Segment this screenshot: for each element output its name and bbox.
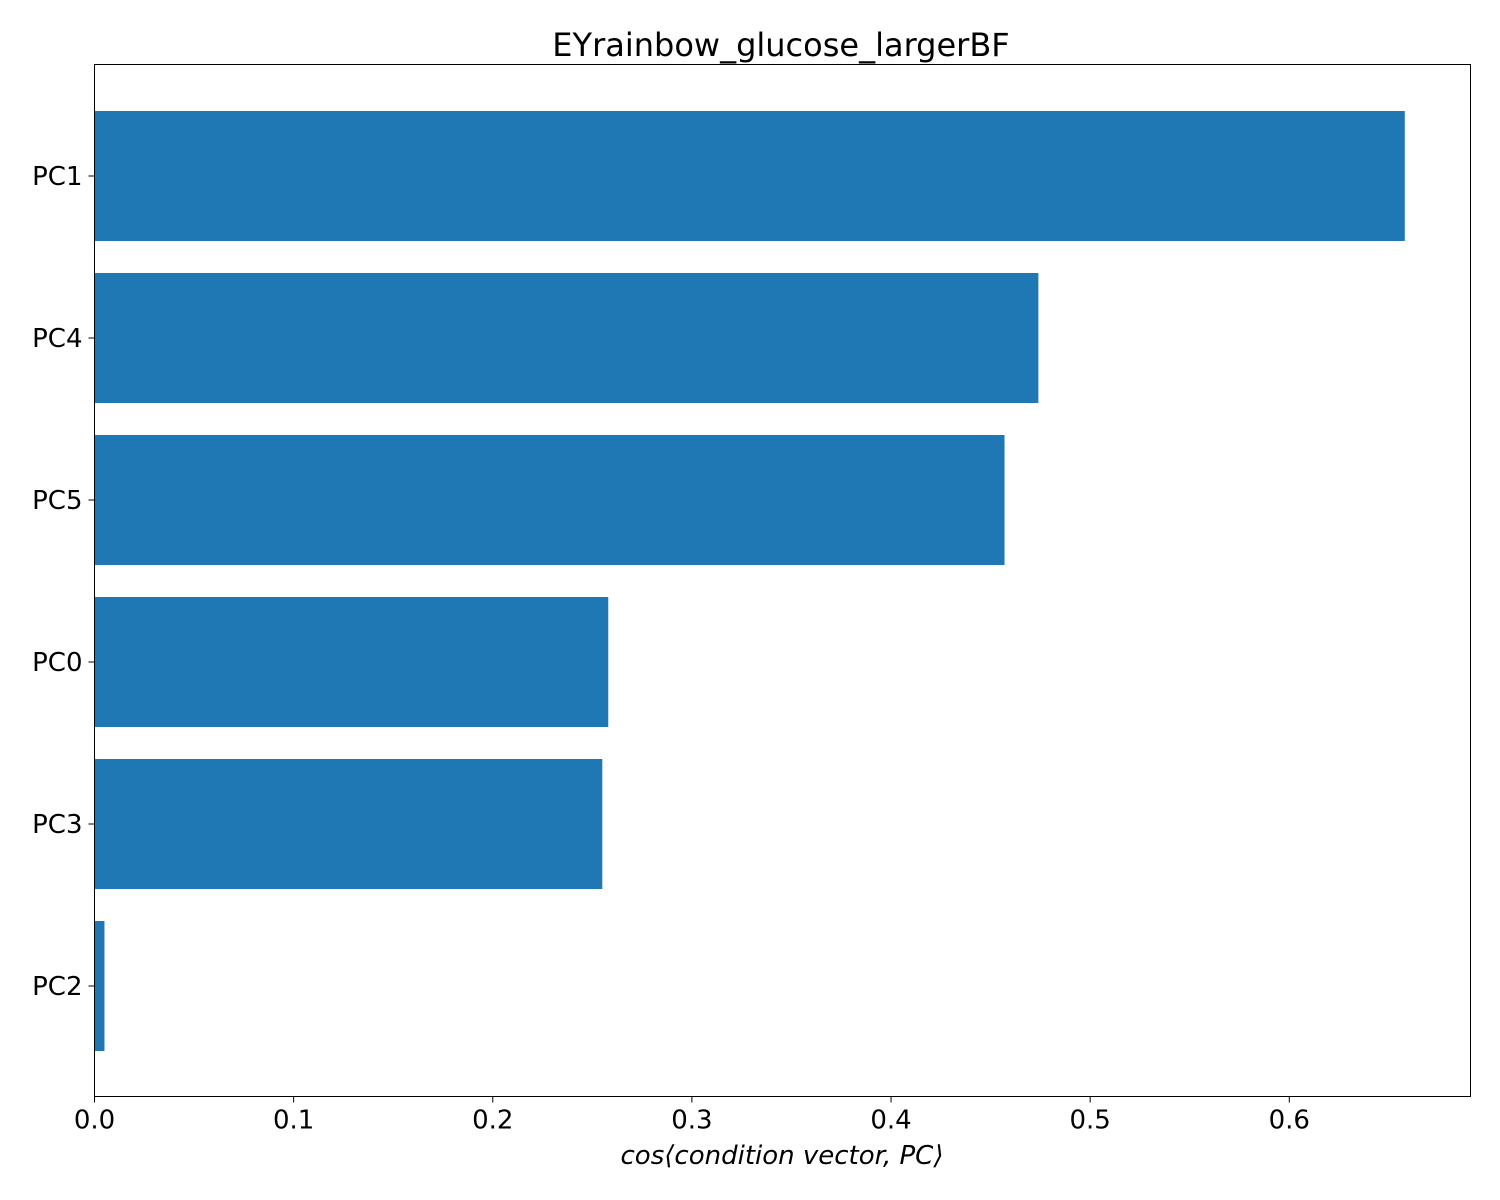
- y-tick-label: PC2: [32, 972, 82, 1002]
- y-tick-label: PC1: [32, 162, 82, 192]
- y-tick-label: PC4: [32, 324, 82, 354]
- bar-pc1: [94, 111, 1405, 241]
- x-tick-label: 0.0: [74, 1106, 115, 1136]
- chart-title: EYrainbow_glucose_largerBF: [552, 26, 1009, 64]
- bar-pc0: [94, 597, 609, 727]
- bars-group: [94, 111, 1405, 1051]
- x-tick-label: 0.1: [273, 1106, 314, 1136]
- x-tick-label: 0.5: [1069, 1106, 1110, 1136]
- bar-pc2: [94, 921, 105, 1051]
- x-tick-label: 0.4: [870, 1106, 911, 1136]
- bar-pc5: [94, 435, 1005, 565]
- y-axis: PC1 PC4 PC5 PC0 PC3 PC2: [32, 162, 95, 1002]
- x-tick-label: 0.2: [472, 1106, 513, 1136]
- bar-pc3: [94, 759, 603, 889]
- plot-frame: [94, 64, 1471, 1097]
- y-tick-label: PC3: [32, 810, 82, 840]
- y-tick-label: PC5: [32, 486, 82, 516]
- x-axis: 0.0 0.1 0.2 0.3 0.4 0.5 0.6: [74, 1096, 1310, 1136]
- bar-pc4: [94, 273, 1039, 403]
- y-tick-label: PC0: [32, 648, 82, 678]
- x-tick-label: 0.6: [1269, 1106, 1310, 1136]
- x-axis-label: cos⟨condition vector, PC⟩: [621, 1141, 944, 1171]
- x-tick-label: 0.3: [671, 1106, 712, 1136]
